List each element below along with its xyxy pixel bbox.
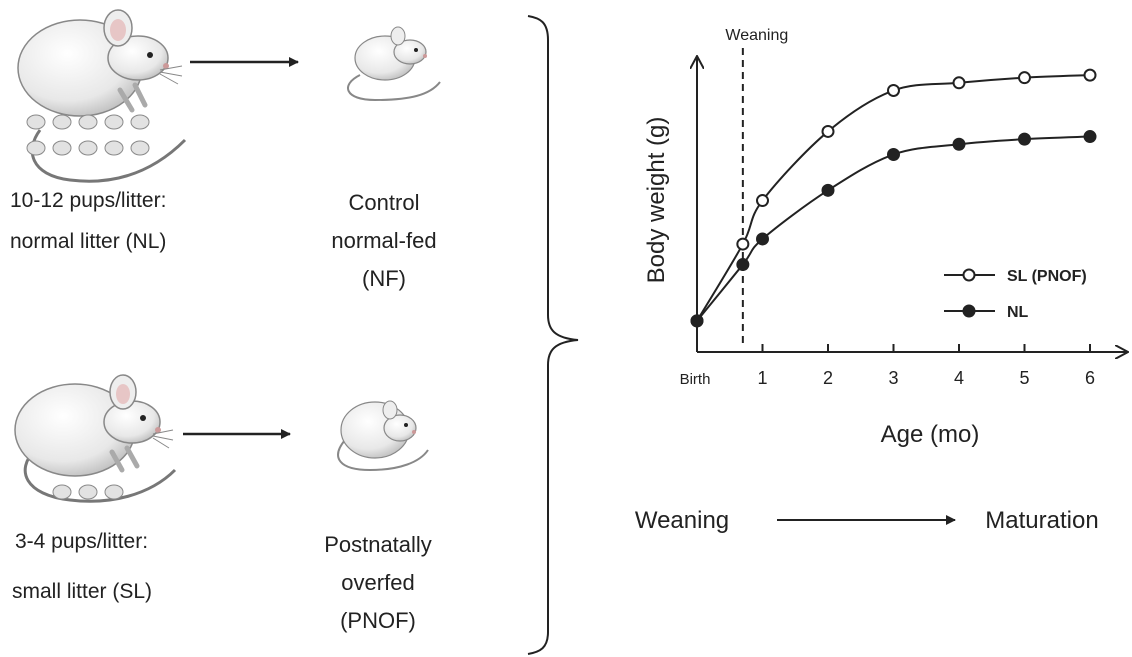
x-axis-ticks: Birth 1 2 3 4 5 6 [680, 344, 1095, 388]
series-layer [690, 68, 1097, 328]
x-tick-label: 2 [823, 368, 833, 388]
pups-small-litter [52, 484, 124, 500]
pup-icon [52, 114, 72, 130]
body-weight-chart: Birth 1 2 3 4 5 6 Weaning Body weight (g) Age … [643, 27, 1128, 448]
x-tick-label: Birth [680, 371, 711, 388]
data-point-nl [952, 137, 966, 151]
y-axis-label: Body weight (g) [643, 117, 670, 284]
data-point-nl [690, 314, 704, 328]
group-control-line3: (NF) [362, 266, 406, 291]
data-point-sl [821, 124, 835, 138]
data-point-nl [887, 147, 900, 161]
pup-icon [104, 484, 124, 500]
legend-label-nl: NL [1007, 304, 1029, 321]
pup-icon [78, 484, 98, 500]
pup-icon [130, 114, 150, 130]
pup-icon [26, 114, 46, 130]
mother-mouse-normal-litter [17, 9, 187, 183]
data-point-sl [1083, 68, 1097, 82]
group-control-line1: Control [349, 190, 420, 215]
pup-icon [78, 140, 98, 156]
overfed-mouse [337, 400, 429, 472]
group-overfed-line2: overfed [341, 570, 414, 595]
weaning-label: Weaning [725, 27, 788, 44]
data-point-nl [756, 232, 769, 246]
mother-mouse-small-litter [14, 374, 177, 503]
data-point-nl [1018, 132, 1031, 146]
data-point-nl [1083, 130, 1097, 144]
data-point-sl [887, 83, 900, 97]
pups-normal-litter [26, 114, 150, 156]
pups-small-line2: small litter (SL) [12, 580, 152, 603]
x-tick-label: 3 [888, 368, 898, 388]
legend: SL (PNOF) NL [944, 268, 1087, 321]
legend-marker-sl [962, 268, 976, 282]
pups-normal-line1: 10-12 pups/litter: [10, 189, 166, 212]
pup-icon [52, 484, 72, 500]
timeline-to: Maturation [985, 507, 1098, 534]
pup-icon [26, 140, 46, 156]
pup-icon [52, 140, 72, 156]
data-point-nl [821, 183, 835, 197]
data-point-sl [952, 76, 966, 90]
timeline-from: Weaning [635, 507, 729, 534]
pups-normal-line2: normal litter (NL) [10, 230, 166, 253]
control-mouse [347, 26, 441, 102]
x-tick-label: 6 [1085, 368, 1095, 388]
group-control-line2: normal-fed [331, 228, 436, 253]
x-tick-label: 5 [1019, 368, 1029, 388]
pup-icon [130, 140, 150, 156]
pup-icon [78, 114, 98, 130]
curly-bracket [527, 15, 579, 655]
data-point-sl [1018, 71, 1031, 85]
x-tick-label: 1 [757, 368, 767, 388]
pups-small-line1: 3-4 pups/litter: [15, 530, 148, 553]
group-overfed-line3: (PNOF) [340, 608, 416, 633]
series-line-nl [696, 135, 1091, 322]
data-point-sl [756, 194, 769, 208]
legend-marker-nl [962, 304, 976, 318]
pup-icon [104, 140, 124, 156]
group-overfed-line1: Postnatally [324, 532, 432, 557]
data-point-sl [736, 237, 750, 251]
x-tick-label: 4 [954, 368, 964, 388]
x-axis-label: Age (mo) [881, 421, 980, 448]
data-point-nl [736, 258, 750, 272]
legend-label-sl: SL (PNOF) [1007, 268, 1087, 285]
pup-icon [104, 114, 124, 130]
